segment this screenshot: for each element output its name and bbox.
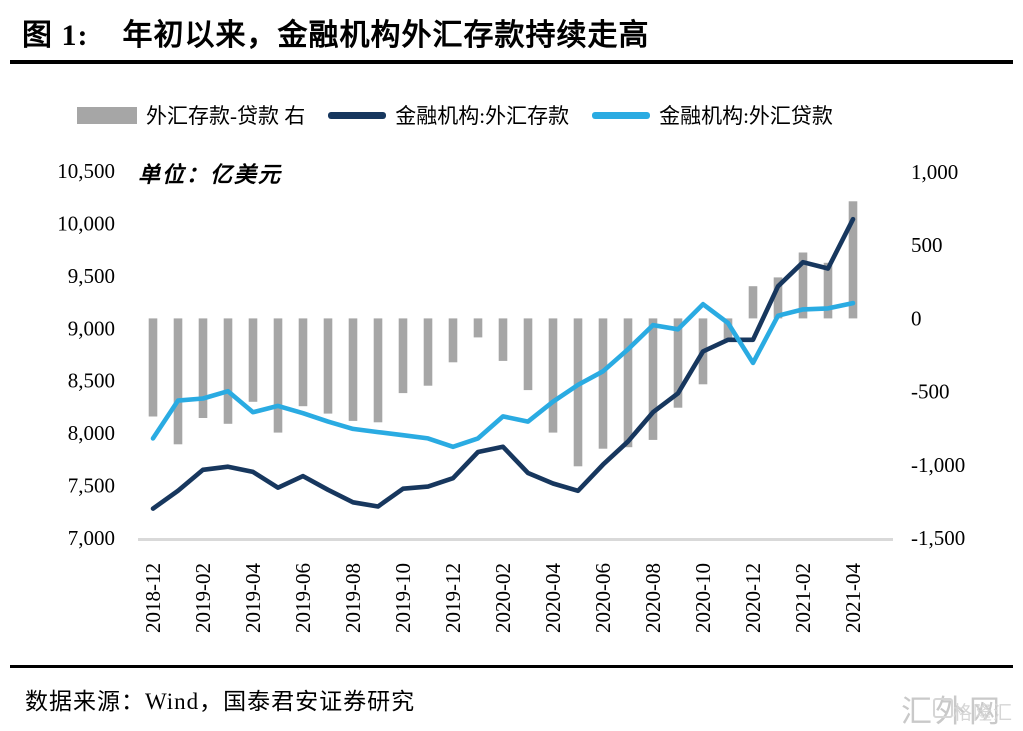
right-axis-tick-label: -1,500: [911, 526, 965, 550]
watermark-logo-box: [933, 698, 953, 718]
line-swatch-deposits: [328, 111, 387, 119]
x-axis-tick-label: 2019-04: [241, 563, 265, 633]
left-axis-tick-label: 9,500: [68, 264, 115, 288]
figure-number: 图 1:: [22, 19, 89, 52]
line-swatch-loans: [592, 111, 651, 119]
bar: [848, 201, 858, 319]
unit-label: 单位：亿美元: [138, 162, 282, 187]
bar: [698, 318, 708, 385]
right-axis-tick-label: 0: [911, 306, 922, 330]
legend-label: 外汇存款-贷款 右: [146, 104, 306, 128]
bar: [423, 318, 433, 386]
bar: [323, 318, 333, 414]
legend-item-deposit-minus-loan: 外汇存款-贷款 右: [77, 100, 305, 130]
bar: [648, 318, 658, 440]
x-axis-tick-label: 2019-08: [341, 563, 365, 633]
x-axis-tick-label: 2020-04: [541, 563, 565, 633]
title-text: 年初以来，金融机构外汇存款持续走高: [122, 19, 650, 52]
x-axis-tick-label: 2021-04: [841, 563, 865, 633]
right-axis-tick-label: -1,000: [911, 453, 965, 477]
bars-deposit-minus-loan: [148, 201, 858, 467]
bar: [498, 318, 508, 361]
title-divider: [10, 60, 1013, 64]
x-axis-tick-label: 2020-10: [691, 563, 715, 633]
bar: [473, 318, 483, 338]
left-axis-tick-label: 7,000: [68, 526, 115, 550]
bar: [673, 318, 683, 408]
watermark: 汇外网 格隆汇: [901, 686, 1016, 729]
right-axis-tick-label: 500: [911, 233, 943, 257]
x-axis-tick-label: 2020-06: [591, 563, 615, 633]
bar: [448, 318, 458, 363]
x-axis-tick-label: 2018-12: [141, 563, 165, 633]
legend-item-fx-loans: 金融机构:外汇贷款: [592, 100, 833, 130]
bar: [523, 318, 533, 391]
footer-divider: [10, 665, 1013, 668]
x-axis-tick-label: 2020-12: [741, 563, 765, 633]
chart-legend: 外汇存款-贷款 右 金融机构:外汇存款 金融机构:外汇贷款: [77, 100, 856, 130]
legend-item-fx-deposits: 金融机构:外汇存款: [328, 100, 569, 130]
x-axis-tick-label: 2019-06: [291, 563, 315, 633]
x-axis-ticks: 2018-12 2019-02 2019-04 2019-06 2019-08 2019-…: [141, 563, 865, 633]
left-axis-tick-label: 9,000: [68, 316, 115, 340]
right-axis-tick-label: -500: [911, 380, 950, 404]
bar: [248, 318, 258, 402]
bar: [223, 318, 233, 424]
bar: [723, 318, 733, 342]
bar-swatch: [77, 106, 137, 124]
bar: [373, 318, 383, 423]
left-axis-tick-label: 8,500: [68, 369, 115, 393]
legend-label: 金融机构:外汇存款: [395, 104, 570, 128]
bar: [398, 318, 408, 394]
left-axis-tick-label: 7,500: [68, 474, 115, 498]
bar: [298, 318, 308, 407]
x-axis-tick-label: 2021-02: [791, 563, 815, 633]
legend-label: 金融机构:外汇贷款: [659, 104, 833, 128]
bar: [598, 318, 608, 449]
bar: [173, 318, 183, 445]
bar: [823, 262, 833, 319]
bar: [573, 318, 583, 467]
bar: [623, 318, 633, 448]
x-axis-tick-label: 2019-10: [391, 563, 415, 633]
bar: [773, 277, 783, 319]
right-axis-ticks: 1,000 500 0 -500 -1,000 -1,500: [911, 160, 965, 550]
left-axis-tick-label: 10,500: [57, 159, 115, 183]
x-axis-tick-label: 2019-02: [191, 563, 215, 633]
bar: [148, 318, 158, 417]
line-fx-loans: [150, 300, 856, 450]
data-source: 数据来源：Wind，国泰君安证券研究: [25, 689, 416, 714]
x-axis-tick-label: 2020-02: [491, 563, 515, 633]
bar: [548, 318, 558, 433]
left-axis-tick-label: 10,000: [57, 211, 115, 235]
bar: [748, 286, 758, 319]
line-fx-deposits: [150, 216, 856, 511]
bar: [348, 318, 358, 421]
right-axis-tick-label: 1,000: [911, 160, 958, 184]
left-axis-tick-label: 8,000: [68, 421, 115, 445]
watermark-overlay-text: 格隆汇: [953, 703, 1014, 724]
bar: [798, 252, 808, 319]
figure-title: 图 1: 年初以来，金融机构外汇存款持续走高: [22, 10, 650, 54]
left-axis-ticks: 10,500 10,000 9,500 9,000 8,500 8,000 7,500 7,0…: [57, 159, 115, 550]
x-axis-tick-label: 2019-12: [441, 563, 465, 633]
bar: [198, 318, 208, 418]
x-axis-tick-label: 2020-08: [641, 563, 665, 633]
bar: [273, 318, 283, 433]
